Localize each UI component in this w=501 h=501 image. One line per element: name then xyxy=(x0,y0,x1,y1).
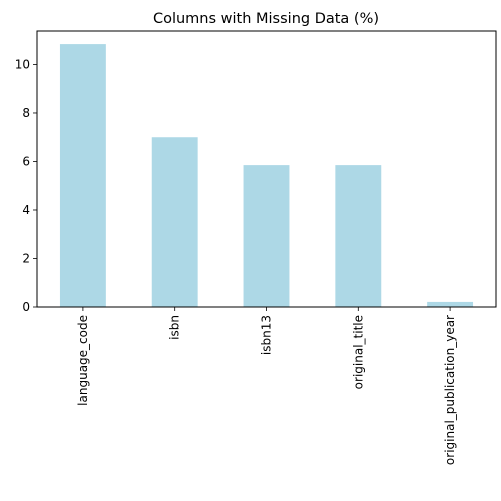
chart-title: Columns with Missing Data (%) xyxy=(153,11,379,27)
bar-isbn13 xyxy=(243,165,290,307)
plot-frame xyxy=(36,30,497,308)
x-tick-label: language_code xyxy=(76,315,90,406)
bar-language_code xyxy=(59,44,106,308)
y-tick-label: 0 xyxy=(22,300,30,314)
y-axis: 0 2 4 6 8 10 xyxy=(15,57,37,314)
x-tick-label: isbn13 xyxy=(260,315,274,355)
y-tick-label: 2 xyxy=(22,251,30,265)
x-tick-label: original_title xyxy=(351,315,365,389)
y-tick-label: 10 xyxy=(15,57,30,71)
bar-original_title xyxy=(335,165,382,307)
bar-original_publication_year xyxy=(427,301,474,307)
x-axis: language_code isbn isbn13 original_title ori… xyxy=(76,307,457,465)
x-tick-label: isbn xyxy=(168,315,182,340)
x-tick-label: original_publication_year xyxy=(443,315,457,465)
bar-isbn xyxy=(151,137,198,307)
y-tick-label: 8 xyxy=(22,106,30,120)
y-tick-label: 4 xyxy=(22,203,30,217)
y-tick-label: 6 xyxy=(22,154,30,168)
bars xyxy=(59,44,474,308)
